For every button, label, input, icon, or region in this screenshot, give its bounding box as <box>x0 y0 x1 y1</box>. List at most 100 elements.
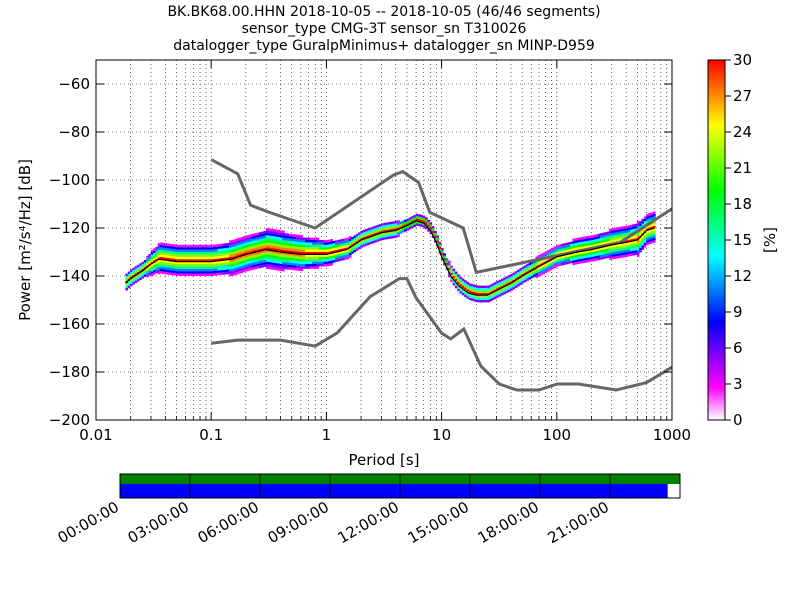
heatmap-cell <box>192 271 195 273</box>
heatmap-cell <box>195 245 198 247</box>
heatmap-cell <box>363 232 366 234</box>
heatmap-cell <box>307 264 310 266</box>
heatmap-cell <box>552 248 555 250</box>
heatmap-cell <box>628 252 631 254</box>
heatmap-cell <box>181 247 184 249</box>
heatmap-cell <box>250 268 253 270</box>
heatmap-cell <box>494 282 497 284</box>
heatmap-cell <box>208 250 211 252</box>
time-tick-label: 03:00:00 <box>125 498 192 547</box>
heatmap-cell <box>192 245 195 247</box>
heatmap-cell <box>593 256 596 258</box>
heatmap-cell <box>515 286 518 288</box>
heatmap-cell <box>321 245 324 247</box>
heatmap-cell <box>298 266 301 268</box>
heatmap-cell <box>602 252 605 254</box>
heatmap-cell <box>222 270 225 272</box>
heatmap-cell <box>609 250 612 252</box>
heatmap-cell <box>393 236 396 238</box>
heatmap-cell <box>344 255 347 257</box>
heatmap-cell <box>314 262 317 264</box>
heatmap-cell <box>158 245 161 247</box>
heatmap-cell <box>167 248 170 250</box>
heatmap-cell <box>312 247 315 249</box>
heatmap-cell <box>319 257 322 259</box>
heatmap-cell <box>213 247 216 249</box>
heatmap-cell <box>485 298 488 300</box>
heatmap-cell <box>183 247 186 249</box>
heatmap-cell <box>289 239 292 241</box>
heatmap-cell <box>317 240 320 242</box>
heatmap-cell <box>275 254 278 256</box>
heatmap-cell <box>314 257 317 259</box>
heatmap-cell <box>397 220 400 222</box>
heatmap-cell <box>188 266 191 268</box>
heatmap-cell <box>236 267 239 269</box>
heatmap-cell <box>277 242 280 244</box>
heatmap-cell <box>630 227 633 229</box>
heatmap-cell <box>386 234 389 236</box>
colorbar-tick-label: 3 <box>733 375 743 393</box>
heatmap-cell <box>248 247 251 249</box>
heatmap-cell <box>294 258 297 260</box>
heatmap-cell <box>151 257 154 259</box>
heatmap-cell <box>614 228 617 230</box>
heatmap-cell <box>607 234 610 236</box>
heatmap-cell <box>277 268 280 270</box>
time-tick-label: 09:00:00 <box>265 498 332 547</box>
heatmap-cell <box>176 257 179 259</box>
heatmap-cell <box>174 249 177 251</box>
heatmap-cell <box>153 267 156 269</box>
heatmap-cell <box>453 283 456 285</box>
heatmap-cell <box>234 263 237 265</box>
heatmap-cell <box>305 250 308 252</box>
heatmap-cell <box>383 225 386 227</box>
heatmap-cell <box>595 239 598 241</box>
heatmap-cell <box>351 251 354 253</box>
heatmap-cell <box>383 228 386 230</box>
heatmap-cell <box>307 250 310 252</box>
heatmap-cell <box>231 250 234 252</box>
heatmap-cell <box>413 217 416 219</box>
heatmap-cell <box>250 249 253 251</box>
heatmap-cell <box>612 252 615 254</box>
heatmap-cell <box>330 239 333 241</box>
heatmap-cell <box>287 243 290 245</box>
heatmap-cell <box>294 242 297 244</box>
heatmap-cell <box>614 237 617 239</box>
heatmap-cell <box>192 247 195 249</box>
heatmap-cell <box>618 256 621 258</box>
heatmap-cell <box>584 253 587 255</box>
heatmap-cell <box>162 269 165 271</box>
heatmap-cell <box>404 222 407 224</box>
heatmap-cell <box>181 254 184 256</box>
heatmap-cell <box>314 240 317 242</box>
heatmap-cell <box>411 226 414 228</box>
heatmap-cell <box>646 243 649 245</box>
heatmap-cell <box>600 250 603 252</box>
heatmap-cell <box>646 238 649 240</box>
heatmap-cell <box>289 248 292 250</box>
heatmap-cell <box>448 261 451 263</box>
heatmap-cell <box>324 259 327 261</box>
heatmap-cell <box>211 266 214 268</box>
heatmap-cell <box>280 259 283 261</box>
heatmap-cell <box>314 245 317 247</box>
heatmap-cell <box>464 292 467 294</box>
heatmap-cell <box>238 264 241 266</box>
heatmap-cell <box>630 225 633 227</box>
heatmap-cell <box>243 246 246 248</box>
heatmap-cell <box>614 235 617 237</box>
heatmap-cell <box>284 238 287 240</box>
heatmap-cell <box>135 278 138 280</box>
heatmap-cell <box>298 259 301 261</box>
heatmap-cell <box>135 271 138 273</box>
heatmap-cell <box>250 239 253 241</box>
heatmap-cell <box>639 250 642 252</box>
heatmap-cell <box>231 264 234 266</box>
heatmap-cell <box>229 274 232 276</box>
heatmap-cell <box>236 238 239 240</box>
heatmap-cell <box>324 240 327 242</box>
heatmap-cell <box>639 243 642 245</box>
heatmap-cell <box>404 229 407 231</box>
